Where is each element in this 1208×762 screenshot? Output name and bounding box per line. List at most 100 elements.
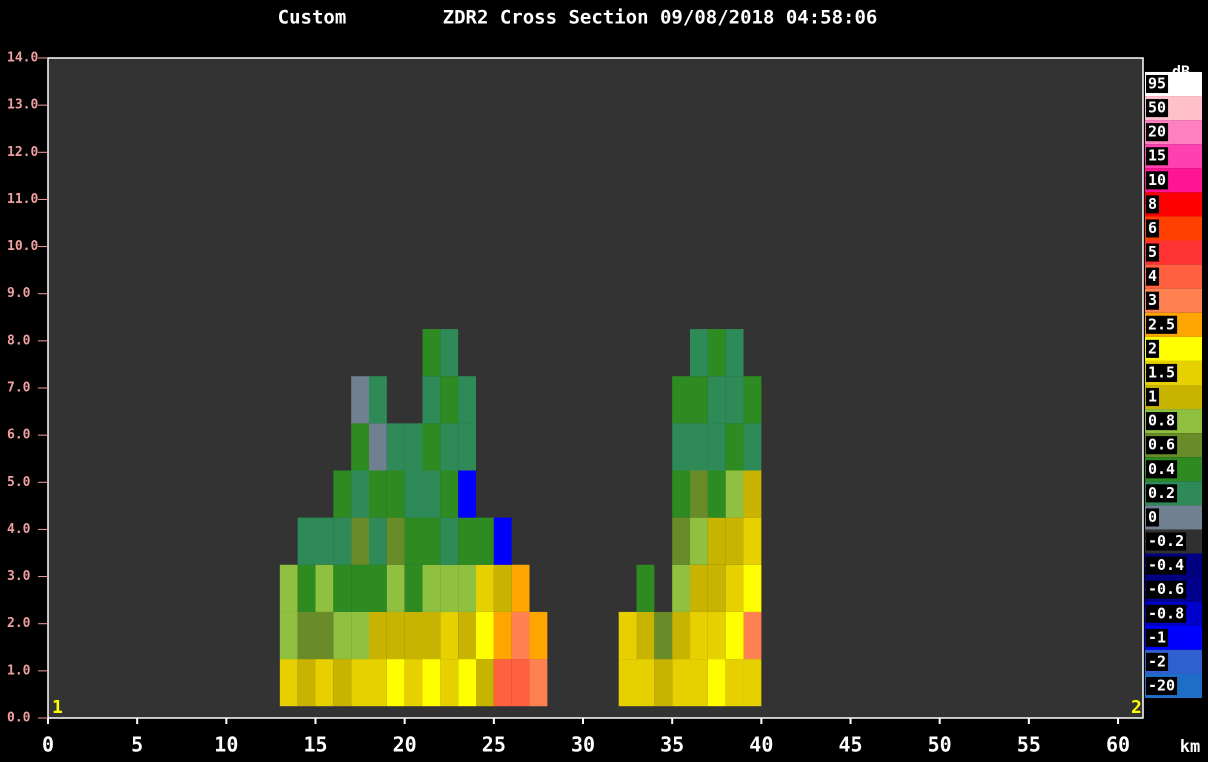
cell — [405, 565, 423, 612]
cell — [423, 518, 441, 565]
x-tick-label: 20 — [393, 733, 417, 757]
cell — [744, 659, 762, 706]
cell — [726, 423, 744, 470]
cell — [405, 659, 423, 706]
cell — [744, 376, 762, 423]
y-tick-label: 0.0 — [7, 711, 31, 726]
legend-label: -0.8 — [1148, 604, 1184, 622]
cell — [458, 518, 476, 565]
legend-label: 50 — [1148, 99, 1166, 117]
cell — [369, 565, 387, 612]
cell — [440, 471, 458, 518]
cell — [494, 612, 512, 659]
legend-label: 2.5 — [1148, 315, 1175, 333]
cell — [672, 659, 690, 706]
cell — [744, 423, 762, 470]
y-tick-label: 3.0 — [7, 569, 31, 584]
cell — [672, 471, 690, 518]
cell — [458, 376, 476, 423]
cell — [423, 612, 441, 659]
legend-label: -20 — [1148, 677, 1175, 695]
legend-label: -1 — [1148, 628, 1166, 646]
cell — [494, 565, 512, 612]
cell — [440, 329, 458, 376]
cell — [619, 659, 637, 706]
cell — [708, 659, 726, 706]
cell — [387, 518, 405, 565]
chart-title: ZDR2 Cross Section 09/08/2018 04:58:06 — [443, 7, 878, 29]
legend-label: -0.6 — [1148, 580, 1184, 598]
legend-label: 0 — [1148, 508, 1157, 526]
cell — [369, 423, 387, 470]
legend-label: 0.4 — [1148, 460, 1175, 478]
start-marker: 1 — [52, 697, 63, 718]
y-tick-label: 7.0 — [7, 381, 31, 396]
legend-label: 4 — [1148, 267, 1157, 285]
x-tick-label: 45 — [838, 733, 862, 757]
cell — [298, 659, 316, 706]
legend-label: 8 — [1148, 195, 1157, 213]
cell — [369, 659, 387, 706]
y-tick-label: 14.0 — [7, 51, 38, 66]
cell — [316, 518, 334, 565]
chart: Custom ZDR2 Cross Section 09/08/2018 04:… — [0, 0, 1208, 762]
cell — [744, 518, 762, 565]
cell — [387, 471, 405, 518]
cell — [440, 612, 458, 659]
cell — [690, 471, 708, 518]
y-tick-label: 13.0 — [7, 98, 38, 113]
legend-label: -0.2 — [1148, 532, 1184, 550]
cell — [440, 423, 458, 470]
cell — [423, 659, 441, 706]
cell — [690, 659, 708, 706]
cell — [708, 423, 726, 470]
y-tick-label: 12.0 — [7, 145, 38, 160]
plot-area — [48, 58, 1143, 718]
legend-label: 0.6 — [1148, 436, 1175, 454]
cell — [298, 612, 316, 659]
cell — [476, 565, 494, 612]
page: Custom ZDR2 Cross Section 09/08/2018 04:… — [0, 0, 1208, 762]
x-tick-label: 35 — [660, 733, 684, 757]
cell — [440, 565, 458, 612]
cell — [333, 565, 351, 612]
cell — [690, 329, 708, 376]
cell — [369, 376, 387, 423]
cell — [690, 612, 708, 659]
x-tick-label: 50 — [928, 733, 952, 757]
x-tick-label: 30 — [571, 733, 595, 757]
cell — [654, 659, 672, 706]
cell — [726, 612, 744, 659]
legend-label: 0.8 — [1148, 412, 1175, 430]
x-tick-label: 10 — [214, 733, 238, 757]
cell — [530, 612, 548, 659]
cell — [476, 518, 494, 565]
cell — [387, 612, 405, 659]
cell — [440, 518, 458, 565]
y-tick-label: 8.0 — [7, 333, 31, 348]
cell — [708, 565, 726, 612]
cell — [672, 376, 690, 423]
legend-label: 15 — [1148, 147, 1166, 165]
cell — [351, 612, 369, 659]
legend-label: 20 — [1148, 123, 1166, 141]
title-prefix: Custom — [278, 7, 347, 29]
cell — [298, 565, 316, 612]
x-tick-label: 40 — [749, 733, 773, 757]
cell — [512, 659, 530, 706]
cell — [690, 423, 708, 470]
cell — [280, 612, 298, 659]
legend-label: 3 — [1148, 291, 1157, 309]
cell — [530, 659, 548, 706]
cell — [672, 518, 690, 565]
cell — [726, 329, 744, 376]
y-tick-label: 1.0 — [7, 663, 31, 678]
cell — [351, 659, 369, 706]
cell — [369, 612, 387, 659]
cell — [672, 423, 690, 470]
cell — [744, 565, 762, 612]
cell — [351, 518, 369, 565]
y-tick-label: 4.0 — [7, 522, 31, 537]
cell — [654, 612, 672, 659]
cell — [726, 376, 744, 423]
